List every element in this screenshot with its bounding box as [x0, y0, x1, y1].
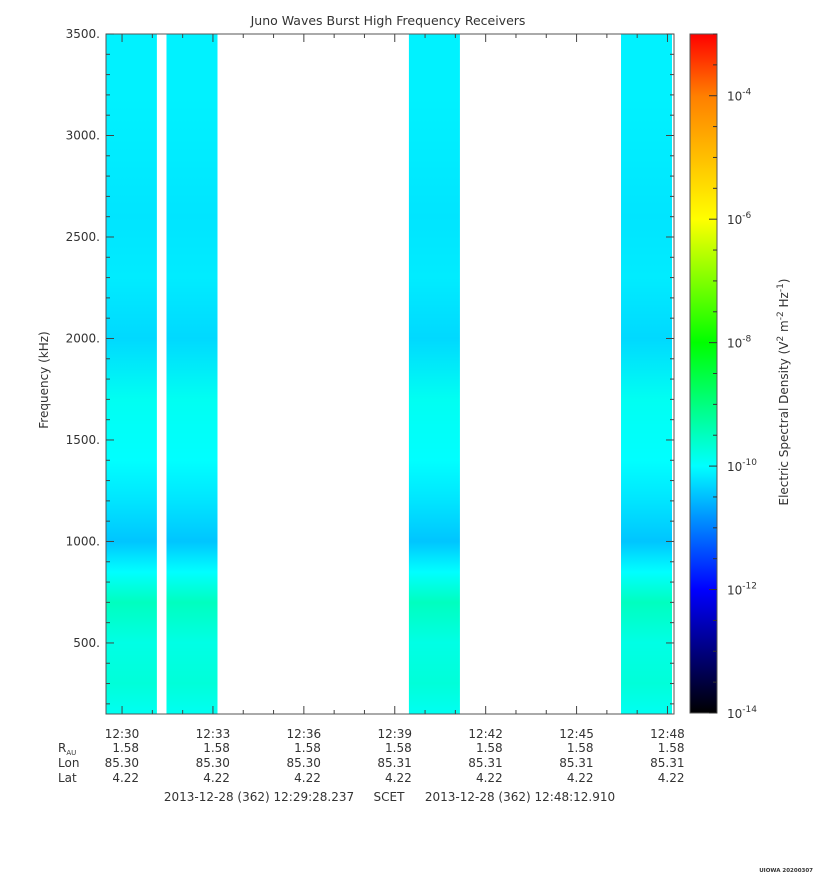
ephemeris-value: 85.30 — [286, 756, 320, 770]
ephemeris-value: 4.22 — [203, 771, 230, 785]
time-frame-label: SCET — [374, 790, 406, 804]
ephemeris-row-label: RAU — [58, 741, 76, 757]
ephemeris-row-label: Lon — [58, 756, 79, 770]
data-block-3 — [408, 34, 460, 714]
ephemeris-row-label: Lat — [58, 771, 77, 785]
ephemeris-value: 4.22 — [385, 771, 412, 785]
ephemeris-value: 85.31 — [468, 756, 502, 770]
colorbar-scale — [689, 33, 718, 714]
plot-frame — [105, 33, 675, 715]
colorbar-tick-label: 10-8 — [727, 335, 752, 351]
y-tick-label: 1000. — [66, 534, 100, 548]
ephemeris-value: 1.58 — [567, 741, 594, 755]
time-start: 2013-12-28 (362) 12:29:28.237 — [164, 790, 354, 804]
colorbar-tick-label: 10-6 — [727, 211, 752, 227]
ephemeris-value: 1.58 — [385, 741, 412, 755]
ephemeris-value: 85.31 — [377, 756, 411, 770]
ephemeris-value: 4.22 — [476, 771, 503, 785]
ephemeris-value: 85.31 — [559, 756, 593, 770]
colorbar-tick-label: 10-4 — [727, 88, 752, 104]
y-axis-label: Frequency (kHz) — [37, 331, 51, 428]
data-block-2 — [166, 34, 218, 714]
y-tick-label: 500. — [73, 636, 100, 650]
footer-stamp: UIOWA 20200307 — [759, 868, 813, 874]
x-tick-label: 12:36 — [287, 727, 322, 741]
ephemeris-value: 1.58 — [294, 741, 321, 755]
ephemeris-table: RAU 1.58 1.58 1.58 1.58 1.58 1.58 1.58 Lon 85.30 8… — [58, 741, 684, 785]
ephemeris-value: 4.22 — [294, 771, 321, 785]
chart-title: Juno Waves Burst High Frequency Receiver… — [250, 13, 526, 28]
y-tick-label: 1500. — [66, 433, 100, 447]
time-footer: 2013-12-28 (362) 12:29:28.237 SCET 2013-… — [164, 790, 615, 804]
ephemeris-value: 1.58 — [203, 741, 230, 755]
x-tick-label: 12:48 — [650, 727, 685, 741]
plot-area — [105, 34, 673, 714]
x-axis: 12:30 12:33 12:36 12:39 12:42 12:45 12:48 — [105, 34, 685, 741]
x-tick-label: 12:39 — [377, 727, 412, 741]
x-tick-label: 12:30 — [105, 727, 140, 741]
ephemeris-value: 85.30 — [105, 756, 139, 770]
ephemeris-value: 4.22 — [658, 771, 685, 785]
y-tick-label: 2500. — [66, 230, 100, 244]
colorbar-tick-label: 10-14 — [727, 705, 757, 721]
time-end: 2013-12-28 (362) 12:48:12.910 — [425, 790, 615, 804]
y-tick-label: 3000. — [66, 128, 100, 142]
data-block-1 — [105, 34, 157, 714]
colorbar-tick-label: 10-12 — [727, 582, 757, 598]
ephemeris-value: 1.58 — [112, 741, 139, 755]
y-axis: 500. 1000. 1500. 2000. 2500. 3000. 3500. — [66, 27, 674, 705]
colorbar: 10-14 10-12 10-10 10-8 10-6 10-4 — [689, 33, 757, 721]
y-tick-label: 3500. — [66, 27, 100, 41]
y-tick-label: 2000. — [66, 331, 100, 345]
data-block-4 — [621, 34, 673, 714]
ephemeris-value: 4.22 — [567, 771, 594, 785]
colorbar-tick-label: 10-10 — [727, 458, 757, 474]
ephemeris-value: 1.58 — [658, 741, 685, 755]
ephemeris-value: 4.22 — [112, 771, 139, 785]
ephemeris-value: 85.31 — [650, 756, 684, 770]
plot-border — [105, 33, 675, 715]
x-tick-label: 12:33 — [196, 727, 231, 741]
ephemeris-value: 1.58 — [476, 741, 503, 755]
colorbar-label: Electric Spectral Density (V2 m-2 Hz-1) — [776, 278, 791, 505]
ephemeris-value: 85.30 — [196, 756, 230, 770]
x-tick-label: 12:42 — [468, 727, 503, 741]
x-tick-label: 12:45 — [559, 727, 594, 741]
